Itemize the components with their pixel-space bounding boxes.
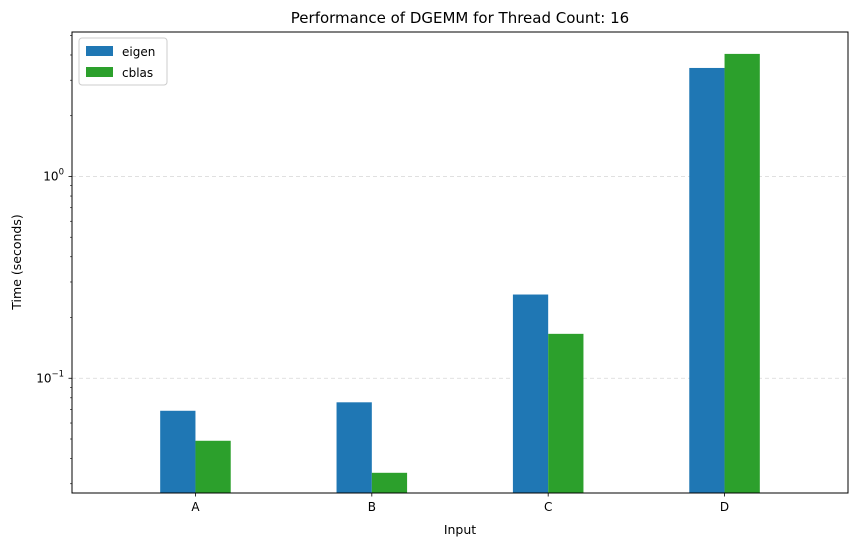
legend: eigen cblas bbox=[78, 37, 168, 86]
bar-cblas-C bbox=[548, 333, 584, 493]
legend-label-eigen: eigen bbox=[122, 45, 155, 59]
y-axis: 10−1 100 bbox=[36, 35, 72, 485]
bar-eigen-B bbox=[336, 402, 372, 493]
legend-label-cblas: cblas bbox=[122, 66, 153, 80]
y-tick-label: 100 bbox=[43, 167, 64, 183]
x-tick-label: C bbox=[544, 500, 552, 514]
bar-cblas-A bbox=[195, 440, 231, 493]
y-tick-label: 10−1 bbox=[36, 369, 64, 385]
bar-eigen-C bbox=[512, 294, 549, 493]
x-tick-label: A bbox=[191, 500, 200, 514]
bar-eigen-A bbox=[160, 410, 196, 493]
chart-title: Performance of DGEMM for Thread Count: 1… bbox=[291, 9, 629, 27]
bar-cblas-B bbox=[371, 472, 408, 493]
bar-eigen-D bbox=[689, 67, 725, 493]
x-tick-label: D bbox=[720, 500, 729, 514]
legend-swatch-cblas bbox=[86, 67, 113, 77]
legend-swatch-eigen bbox=[86, 46, 113, 56]
y-axis-label: Time (seconds) bbox=[9, 214, 24, 310]
bar-cblas-D bbox=[724, 53, 760, 493]
x-axis-label: Input bbox=[444, 522, 476, 537]
x-tick-label: B bbox=[368, 500, 376, 514]
x-axis: A B C D bbox=[191, 493, 729, 514]
plot-frame bbox=[71, 31, 849, 494]
bars-layer bbox=[160, 53, 760, 493]
